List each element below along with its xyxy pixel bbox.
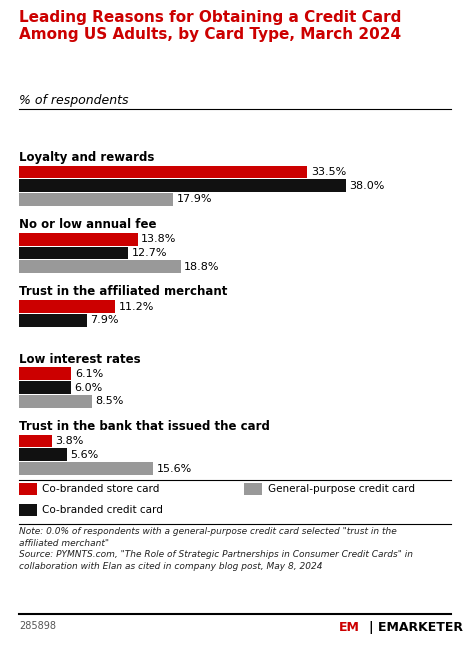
Bar: [19, 448, 67, 461]
Text: General-purpose credit card: General-purpose credit card: [268, 484, 415, 494]
Text: Trust in the affiliated merchant: Trust in the affiliated merchant: [19, 285, 227, 298]
Text: 15.6%: 15.6%: [157, 463, 192, 474]
Bar: [19, 367, 71, 380]
Text: 8.5%: 8.5%: [95, 397, 124, 406]
Text: 6.1%: 6.1%: [75, 369, 103, 379]
Bar: [19, 462, 153, 475]
Text: 7.9%: 7.9%: [90, 316, 119, 325]
Bar: [19, 166, 307, 178]
Text: 33.5%: 33.5%: [311, 167, 346, 177]
Text: 6.0%: 6.0%: [74, 382, 102, 393]
Text: EM: EM: [338, 621, 359, 634]
Bar: [19, 247, 128, 259]
Bar: [19, 193, 173, 206]
Text: 38.0%: 38.0%: [350, 181, 385, 191]
Bar: [19, 314, 87, 327]
Bar: [19, 260, 181, 273]
Text: Leading Reasons for Obtaining a Credit Card
Among US Adults, by Card Type, March: Leading Reasons for Obtaining a Credit C…: [19, 10, 401, 42]
Text: Co-branded credit card: Co-branded credit card: [42, 505, 163, 515]
Text: 5.6%: 5.6%: [70, 450, 99, 460]
Bar: [19, 179, 346, 192]
Text: Trust in the bank that issued the card: Trust in the bank that issued the card: [19, 420, 270, 433]
Text: No or low annual fee: No or low annual fee: [19, 218, 157, 231]
Text: 3.8%: 3.8%: [55, 436, 83, 446]
Text: Co-branded store card: Co-branded store card: [42, 484, 160, 494]
Text: 17.9%: 17.9%: [177, 194, 212, 205]
Text: | EMARKETER: | EMARKETER: [369, 621, 463, 634]
Text: 12.7%: 12.7%: [132, 248, 167, 258]
Bar: [19, 395, 92, 408]
Bar: [19, 435, 52, 447]
Text: 285898: 285898: [19, 621, 56, 631]
Text: 18.8%: 18.8%: [184, 262, 220, 272]
Text: % of respondents: % of respondents: [19, 94, 128, 107]
Text: Loyalty and rewards: Loyalty and rewards: [19, 151, 154, 164]
Bar: [19, 381, 70, 394]
Text: 11.2%: 11.2%: [119, 301, 154, 312]
Text: 13.8%: 13.8%: [141, 235, 177, 244]
Bar: [19, 300, 115, 313]
Bar: [19, 233, 138, 246]
Text: Low interest rates: Low interest rates: [19, 353, 141, 365]
Text: Note: 0.0% of respondents with a general-purpose credit card selected "trust in : Note: 0.0% of respondents with a general…: [19, 527, 413, 572]
